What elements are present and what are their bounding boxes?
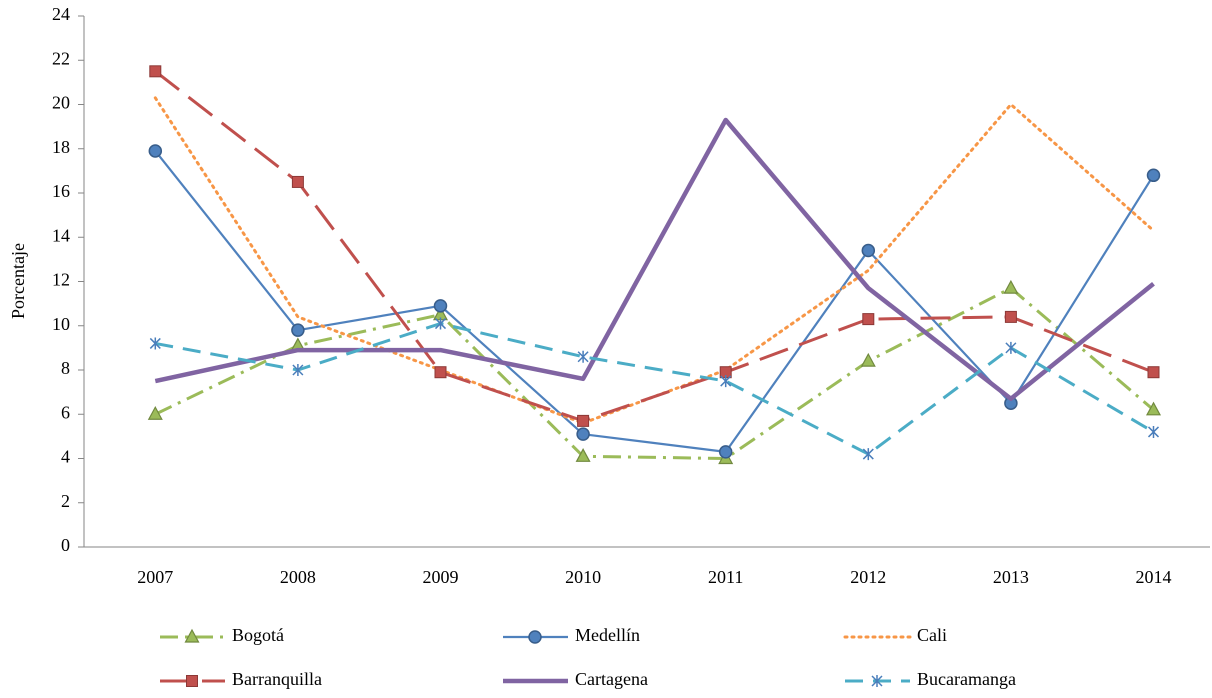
- marker: [860, 352, 876, 367]
- marker: [718, 445, 733, 459]
- legend-item: Bucaramanga: [845, 669, 1016, 689]
- y-tick-label: 20: [52, 93, 70, 113]
- marker: [862, 448, 874, 461]
- legend-label: Bucaramanga: [917, 669, 1016, 689]
- marker: [147, 405, 163, 420]
- marker: [149, 65, 162, 78]
- marker: [434, 366, 447, 379]
- x-tick-label: 2009: [423, 567, 459, 587]
- y-tick-label: 18: [52, 137, 70, 157]
- marker: [1145, 401, 1162, 416]
- y-tick-label: 0: [61, 535, 70, 555]
- legend-marker: [186, 675, 198, 687]
- marker: [575, 448, 591, 462]
- marker: [577, 414, 590, 427]
- x-tick-label: 2011: [708, 567, 743, 587]
- y-tick-label: 10: [52, 314, 70, 334]
- y-tick-label: 6: [61, 402, 70, 422]
- x-tick-label: 2012: [850, 567, 886, 587]
- marker: [862, 313, 875, 326]
- x-tick-label: 2008: [280, 567, 316, 587]
- legend-item: Cali: [843, 625, 947, 645]
- marker: [433, 299, 448, 313]
- legend-marker: [871, 675, 883, 687]
- y-tick-label: 8: [61, 358, 70, 378]
- marker: [1004, 310, 1017, 323]
- marker: [148, 144, 163, 158]
- legend-label: Medellín: [575, 625, 640, 645]
- y-tick-label: 14: [52, 225, 70, 245]
- y-tick-label: 4: [61, 447, 70, 467]
- marker: [1147, 425, 1160, 438]
- y-tick-label: 22: [52, 48, 70, 68]
- legend-label: Barranquilla: [232, 669, 322, 689]
- marker: [861, 243, 876, 258]
- series-line: [154, 150, 1155, 453]
- series-line: [154, 286, 1155, 460]
- series-line: [155, 322, 1155, 456]
- x-tick-label: 2007: [137, 567, 173, 587]
- y-tick-label: 24: [52, 4, 70, 24]
- x-tick-label: 2010: [565, 567, 601, 587]
- legend-item: Medellín: [503, 625, 640, 645]
- legend-marker: [528, 630, 542, 644]
- legend-marker: [184, 628, 200, 643]
- marker: [1146, 168, 1161, 183]
- legend-label: Cartagena: [575, 669, 648, 689]
- marker: [1005, 341, 1017, 354]
- marker: [1003, 279, 1019, 294]
- marker: [576, 427, 590, 441]
- series-line: [153, 96, 1155, 425]
- legend-item: Barranquilla: [160, 669, 322, 689]
- marker: [291, 175, 304, 188]
- legend-item: Cartagena: [503, 669, 648, 689]
- series-line: [154, 117, 1155, 402]
- y-axis-label: Porcentaje: [8, 243, 28, 319]
- legend-item: Bogotá: [160, 625, 284, 645]
- legend-label: Cali: [917, 625, 947, 645]
- x-tick-label: 2014: [1136, 567, 1172, 587]
- marker: [149, 337, 161, 350]
- y-tick-label: 16: [52, 181, 70, 201]
- marker: [720, 375, 732, 388]
- marker: [434, 317, 447, 330]
- series-line: [154, 70, 1155, 423]
- y-tick-label: 2: [61, 491, 70, 511]
- x-tick-label: 2013: [993, 567, 1029, 587]
- marker: [1147, 366, 1160, 379]
- y-tick-label: 12: [52, 270, 70, 290]
- marker: [292, 364, 304, 376]
- marker: [291, 323, 305, 337]
- legend-label: Bogotá: [232, 625, 284, 645]
- marker: [577, 350, 589, 363]
